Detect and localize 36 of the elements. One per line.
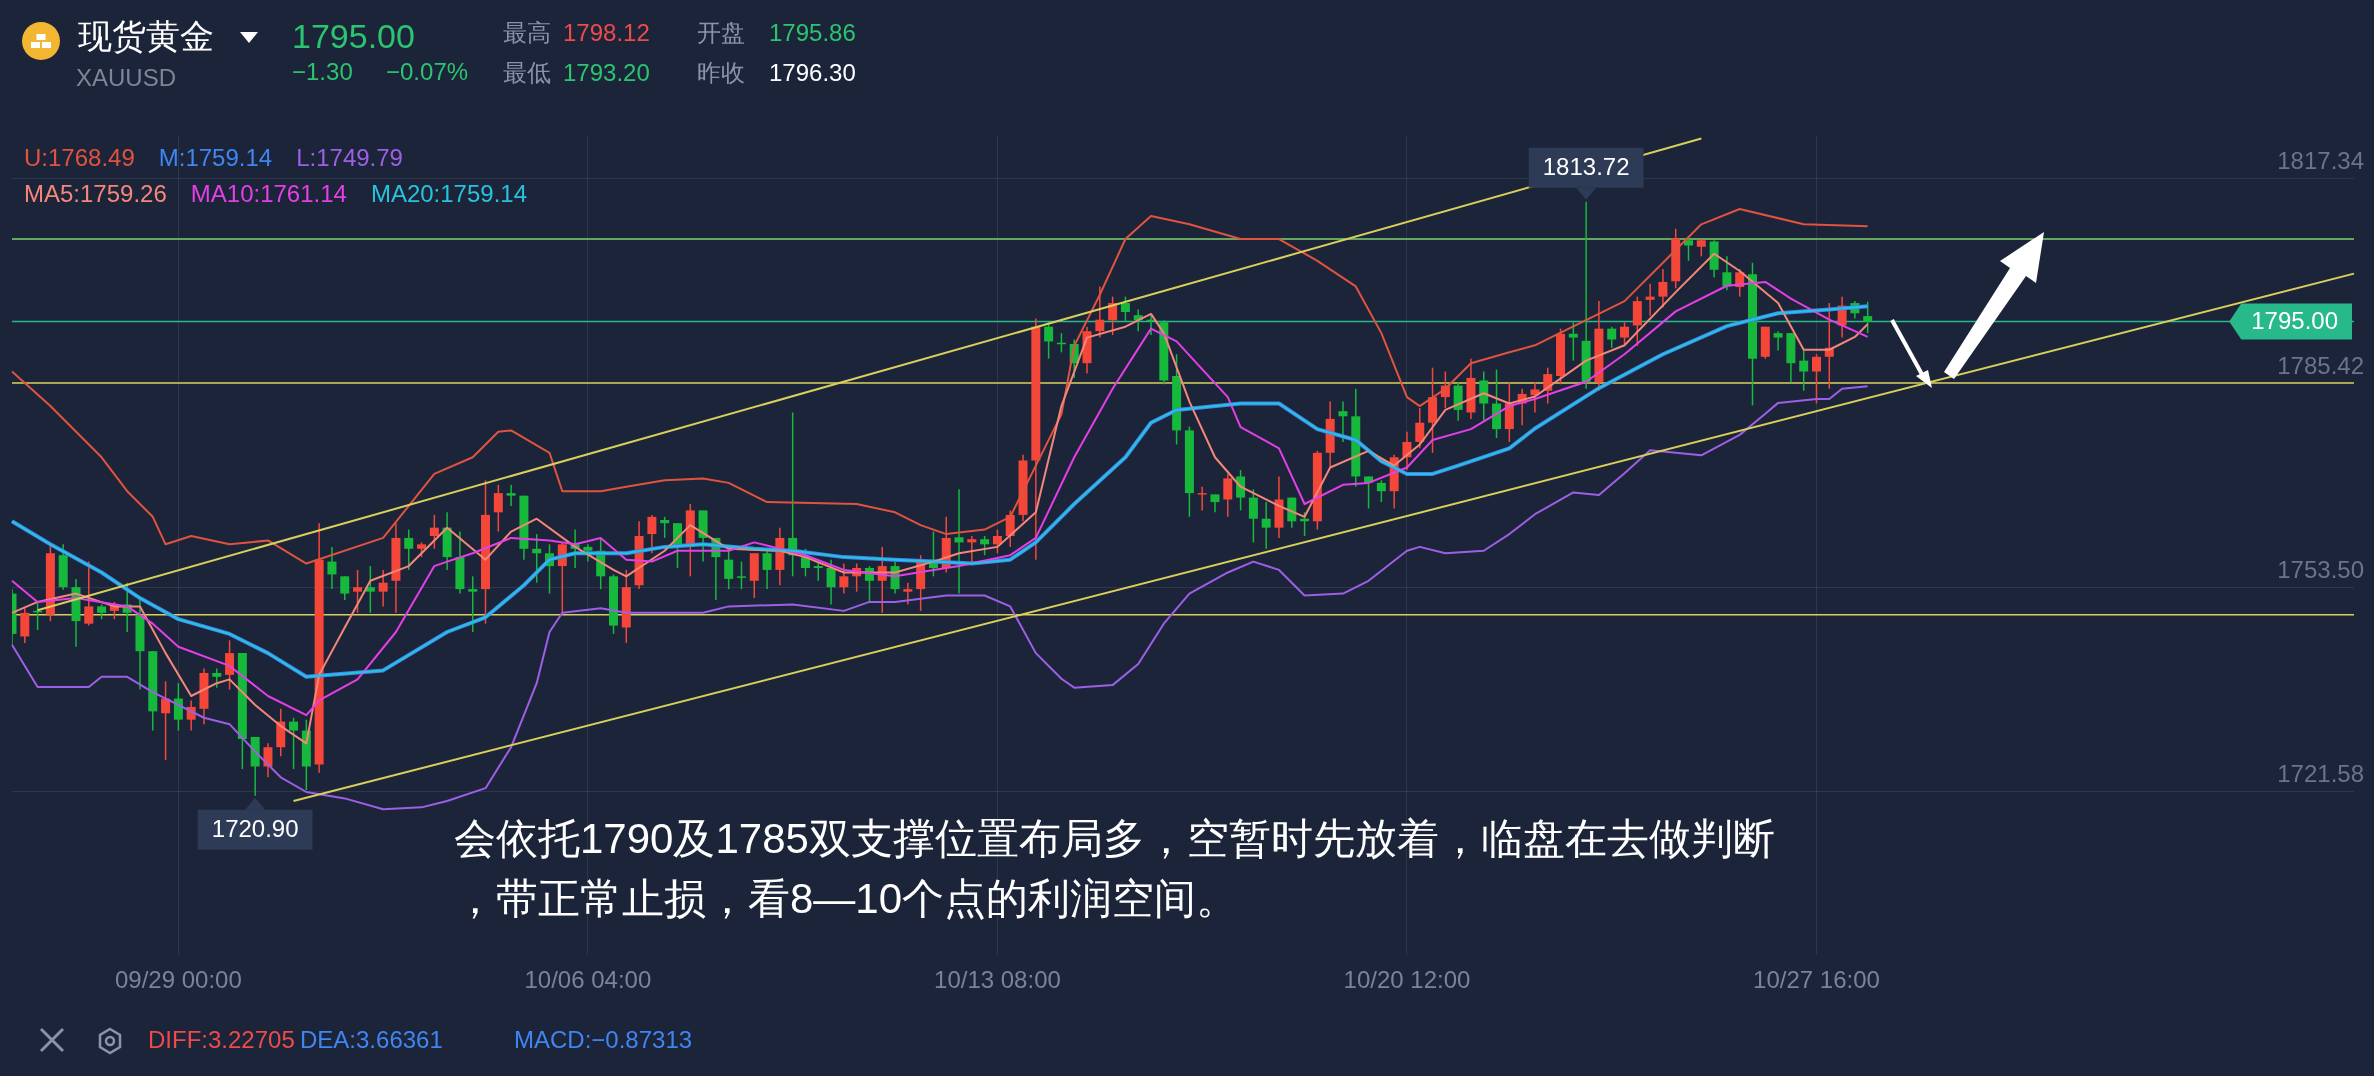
text: 最低 <box>503 59 551 88</box>
text: 1796.30 <box>769 59 856 88</box>
y-tick-label: 1721.58 <box>2277 760 2364 788</box>
chart-subtitle: XAUUSD <box>76 64 177 93</box>
text: −1.30 <box>292 58 353 87</box>
x-tick-label: 10/06 04:00 <box>524 966 652 994</box>
text: 1793.20 <box>563 59 650 88</box>
text: 1795.00 <box>292 16 415 57</box>
text: MA20:1759.14 <box>370 180 528 209</box>
text: MA5:1759.26 <box>24 180 167 209</box>
text: 1798.12 <box>563 19 650 48</box>
annotation: 1720.90 <box>211 815 299 843</box>
text: L:1749.79 <box>296 144 403 173</box>
ref-line-label: 1795.00 <box>2251 307 2339 335</box>
annotation: 1813.72 <box>1542 153 1630 181</box>
chart-title: 现货黄金 <box>78 16 214 57</box>
text: MA10:1761.14 <box>190 180 347 209</box>
text: 开盘 <box>697 19 745 48</box>
x-tick-label: 09/29 00:00 <box>114 966 242 994</box>
annotation: 会依托1790及1785双支撑位置布局多，空暂时先放着，临盘在去做判断 <box>454 814 1775 864</box>
x-tick-label: 10/13 08:00 <box>934 966 1061 994</box>
text: U:1768.49 <box>24 144 135 173</box>
text: −0.07% <box>386 58 469 87</box>
x-tick-label: 10/27 16:00 <box>1753 966 1880 994</box>
text: MACD:−0.87313 <box>514 1026 693 1055</box>
y-tick-label: 1817.34 <box>2277 147 2364 175</box>
y-tick-label: 1785.42 <box>2277 351 2364 379</box>
text: 最高 <box>503 19 551 48</box>
text: M:1759.14 <box>158 144 273 173</box>
text: DEA:3.66361 <box>300 1026 443 1055</box>
y-tick-label: 1753.50 <box>2277 555 2364 583</box>
annotation: ，带正常止损，看8—10个点的利润空间。 <box>454 874 1239 924</box>
text: 1795.86 <box>769 19 856 48</box>
x-tick-label: 10/20 12:00 <box>1343 966 1471 994</box>
text: 昨收 <box>697 59 745 88</box>
text: DIFF:3.22705 <box>148 1026 295 1055</box>
